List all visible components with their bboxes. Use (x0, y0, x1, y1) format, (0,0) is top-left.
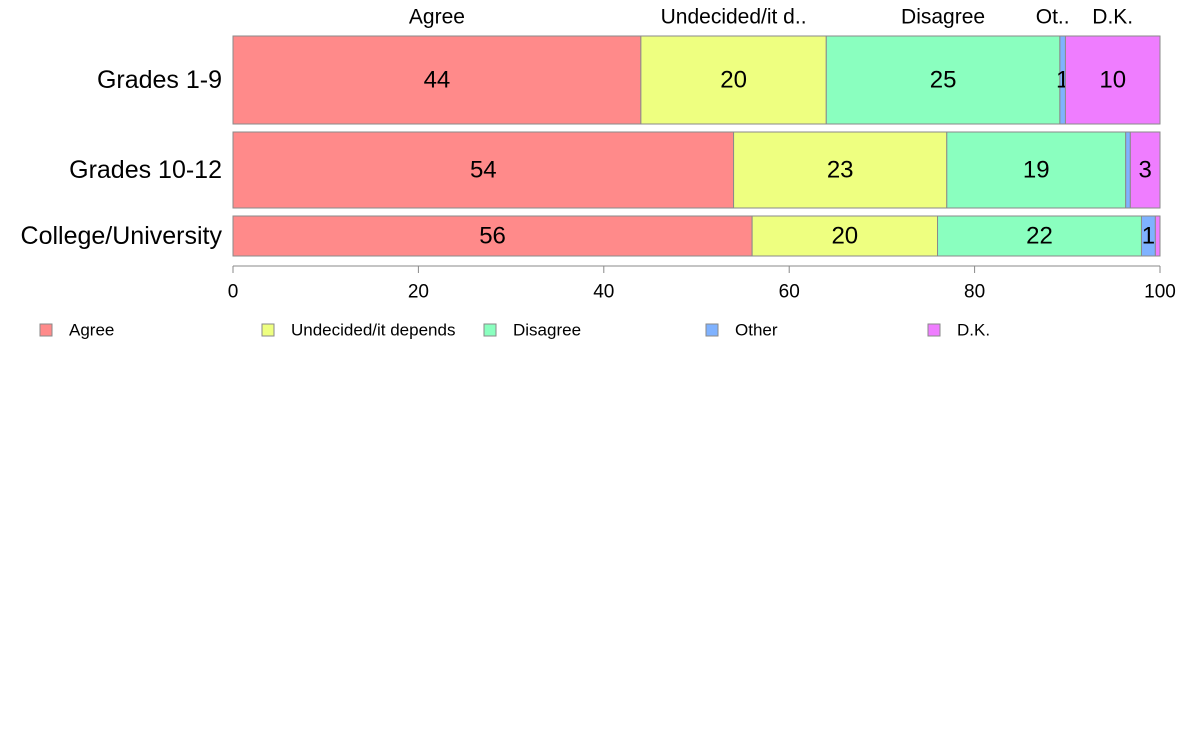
top-category-label: Disagree (901, 6, 985, 29)
segment-value-label: 44 (424, 67, 451, 94)
top-category-label: Undecided/it d.. (661, 6, 807, 29)
segment-value-label: 20 (720, 67, 747, 94)
top-category-label: Ot.. (1036, 6, 1070, 29)
bar-segment (1064, 35, 1161, 125)
segment-value-label: 3 (1138, 157, 1151, 184)
row-label: Grades 10-12 (69, 156, 222, 184)
x-tick-label: 20 (408, 282, 429, 303)
top-category-label: D.K. (1092, 6, 1133, 29)
x-axis: 0 20 40 60 80 100 (228, 265, 1176, 303)
segment-value-label: 25 (930, 67, 957, 94)
segment-value-label: 10 (1099, 67, 1126, 94)
row-labels: Grades 1-9 Grades 10-12 College/University (21, 66, 223, 250)
bar-segment (937, 215, 1142, 257)
legend-entry-label: D.K. (957, 321, 990, 340)
row-label: Grades 1-9 (97, 66, 222, 94)
segment-value-label: 56 (479, 223, 506, 250)
segment-value-label: 1 (1142, 223, 1155, 250)
legend-swatch (39, 323, 53, 337)
x-tick-label: 80 (964, 282, 985, 303)
bar-segment (1129, 131, 1161, 209)
segment-value-label: 23 (827, 157, 854, 184)
legend-entry-label: Disagree (513, 321, 581, 340)
x-tick-label: 0 (228, 282, 239, 303)
bar-segment (1125, 131, 1131, 209)
legend-entry-label: Undecided/it depends (291, 321, 455, 340)
legend-swatch (483, 323, 497, 337)
bar-segment (825, 35, 1061, 125)
legend-entry-label: Agree (69, 321, 114, 340)
segment-value-label: 22 (1026, 223, 1053, 250)
bar-segment (640, 35, 827, 125)
x-tick-label: 40 (593, 282, 614, 303)
top-category-label: Agree (409, 6, 465, 29)
segment-value-label: 54 (470, 157, 497, 184)
segment-value-label: 20 (831, 223, 858, 250)
bar-segment (946, 131, 1127, 209)
legend-swatch (261, 323, 275, 337)
bar-segment (232, 215, 753, 257)
bar-segment (232, 35, 642, 125)
x-tick-label: 60 (779, 282, 800, 303)
bar-segment (232, 131, 735, 209)
top-category-labels: Agree Undecided/it d.. Disagree Ot.. D.K. (409, 6, 1133, 29)
legend-swatch (705, 323, 719, 337)
row-label: College/University (21, 222, 223, 250)
legend-entry-label: Other (735, 321, 778, 340)
legend: Agree Undecided/it depends Disagree Other D.… (39, 321, 990, 340)
bar-segment (733, 131, 948, 209)
legend-swatch (927, 323, 941, 337)
x-tick-label: 100 (1144, 282, 1176, 303)
bar-segment (1154, 215, 1161, 257)
segment-value-label: 19 (1023, 157, 1050, 184)
